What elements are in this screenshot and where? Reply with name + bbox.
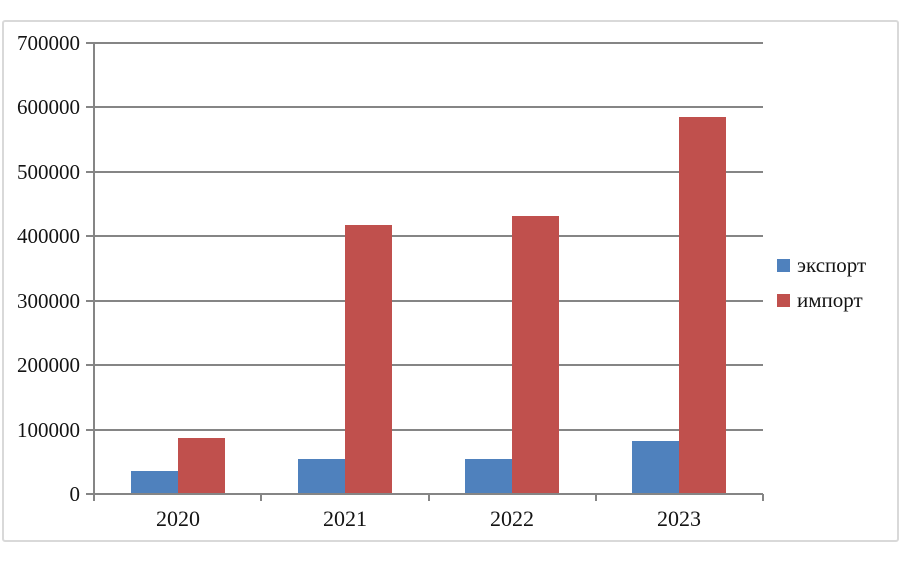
x-axis-line xyxy=(86,493,763,495)
bar-export-2022 xyxy=(465,459,512,494)
bar-import-2021 xyxy=(345,225,392,494)
gridline-400000 xyxy=(86,235,763,238)
y-axis-label-200000: 200000 xyxy=(17,353,80,377)
bar-export-2021 xyxy=(298,459,345,494)
x-axis-tick-1 xyxy=(260,494,262,501)
bar-export-2023 xyxy=(632,441,679,494)
x-axis-tick-4 xyxy=(762,494,764,501)
gridline-500000 xyxy=(86,170,763,173)
x-axis-label-2021: 2021 xyxy=(323,506,367,531)
y-axis-label-500000: 500000 xyxy=(17,160,80,184)
gridline-300000 xyxy=(86,299,763,302)
x-axis-label-2022: 2022 xyxy=(490,506,534,531)
x-axis-label-2023: 2023 xyxy=(657,506,701,531)
bar-import-2022 xyxy=(512,216,559,494)
legend-item-import: импорт xyxy=(777,287,863,313)
gridline-600000 xyxy=(86,106,763,109)
x-axis-tick-3 xyxy=(595,494,597,501)
x-axis-tick-0 xyxy=(93,494,95,501)
x-axis-tick-2 xyxy=(428,494,430,501)
y-axis-label-400000: 400000 xyxy=(17,224,80,248)
y-axis-label-700000: 700000 xyxy=(17,31,80,55)
gridline-100000 xyxy=(86,428,763,431)
legend-label-export: экспорт xyxy=(797,252,867,277)
y-axis-label-300000: 300000 xyxy=(17,289,80,313)
legend-swatch-export xyxy=(777,258,790,272)
y-axis-line xyxy=(93,43,95,494)
bar-import-2023 xyxy=(679,117,726,494)
y-axis-label-600000: 600000 xyxy=(17,95,80,119)
y-axis-label-0: 0 xyxy=(69,482,81,506)
legend-item-export: экспорт xyxy=(777,252,866,278)
bar-export-2020 xyxy=(131,471,178,494)
gridline-200000 xyxy=(86,364,763,367)
legend-swatch-import xyxy=(777,293,790,307)
chart-frame xyxy=(2,20,899,542)
x-axis-label-2020: 2020 xyxy=(156,506,200,531)
legend-label-import: импорт xyxy=(797,287,863,312)
gridline-700000 xyxy=(86,42,763,44)
y-axis-label-100000: 100000 xyxy=(17,418,80,442)
bar-import-2020 xyxy=(178,438,225,494)
